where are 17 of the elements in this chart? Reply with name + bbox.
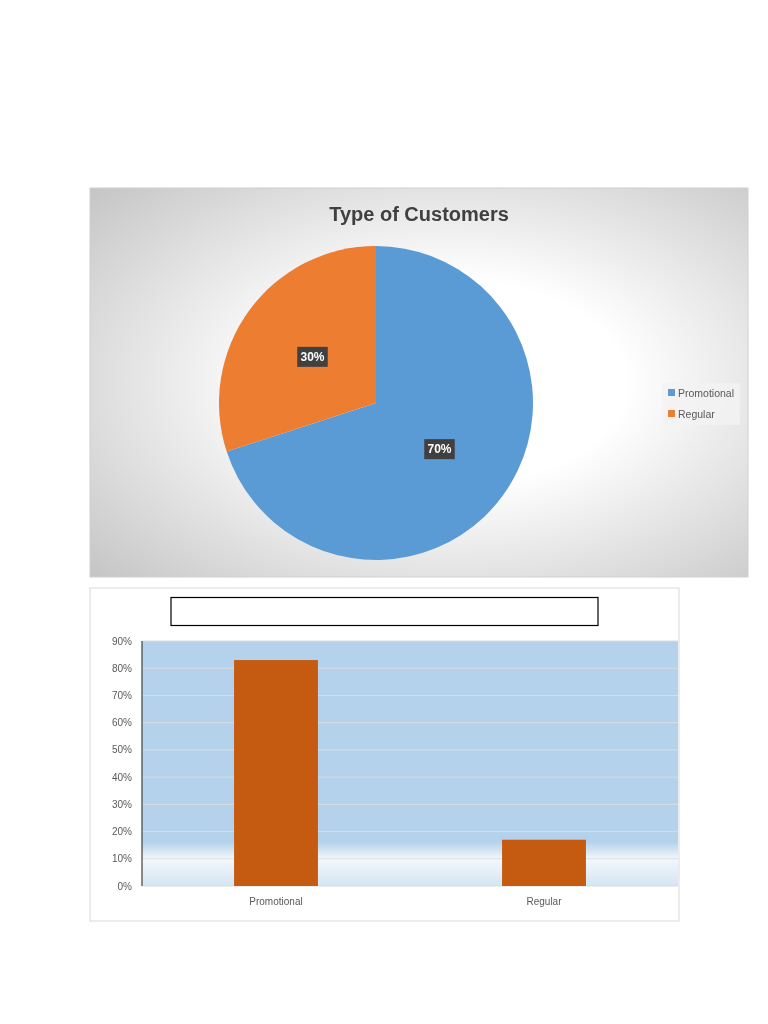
pie-slice (219, 246, 376, 452)
y-tick-label: 0% (117, 880, 133, 892)
legend-label: Regular (678, 407, 716, 420)
pie-slice (226, 246, 533, 560)
data-label: 70% (427, 442, 452, 457)
chart-title: Type of Customers (329, 203, 509, 225)
data-label: 30% (300, 349, 325, 364)
y-tick-label: 10% (111, 853, 133, 865)
y-tick-label: 20% (111, 826, 133, 838)
y-tick-label: 90% (111, 635, 133, 647)
y-tick-label: 40% (111, 771, 133, 783)
y-tick-label: 60% (111, 717, 133, 729)
y-tick-label: 80% (111, 662, 133, 674)
y-tick-label: 50% (111, 744, 133, 756)
y-tick-label: 30% (111, 798, 133, 810)
y-tick-label: 70% (111, 689, 133, 701)
legend-label: Promotional (678, 386, 735, 399)
